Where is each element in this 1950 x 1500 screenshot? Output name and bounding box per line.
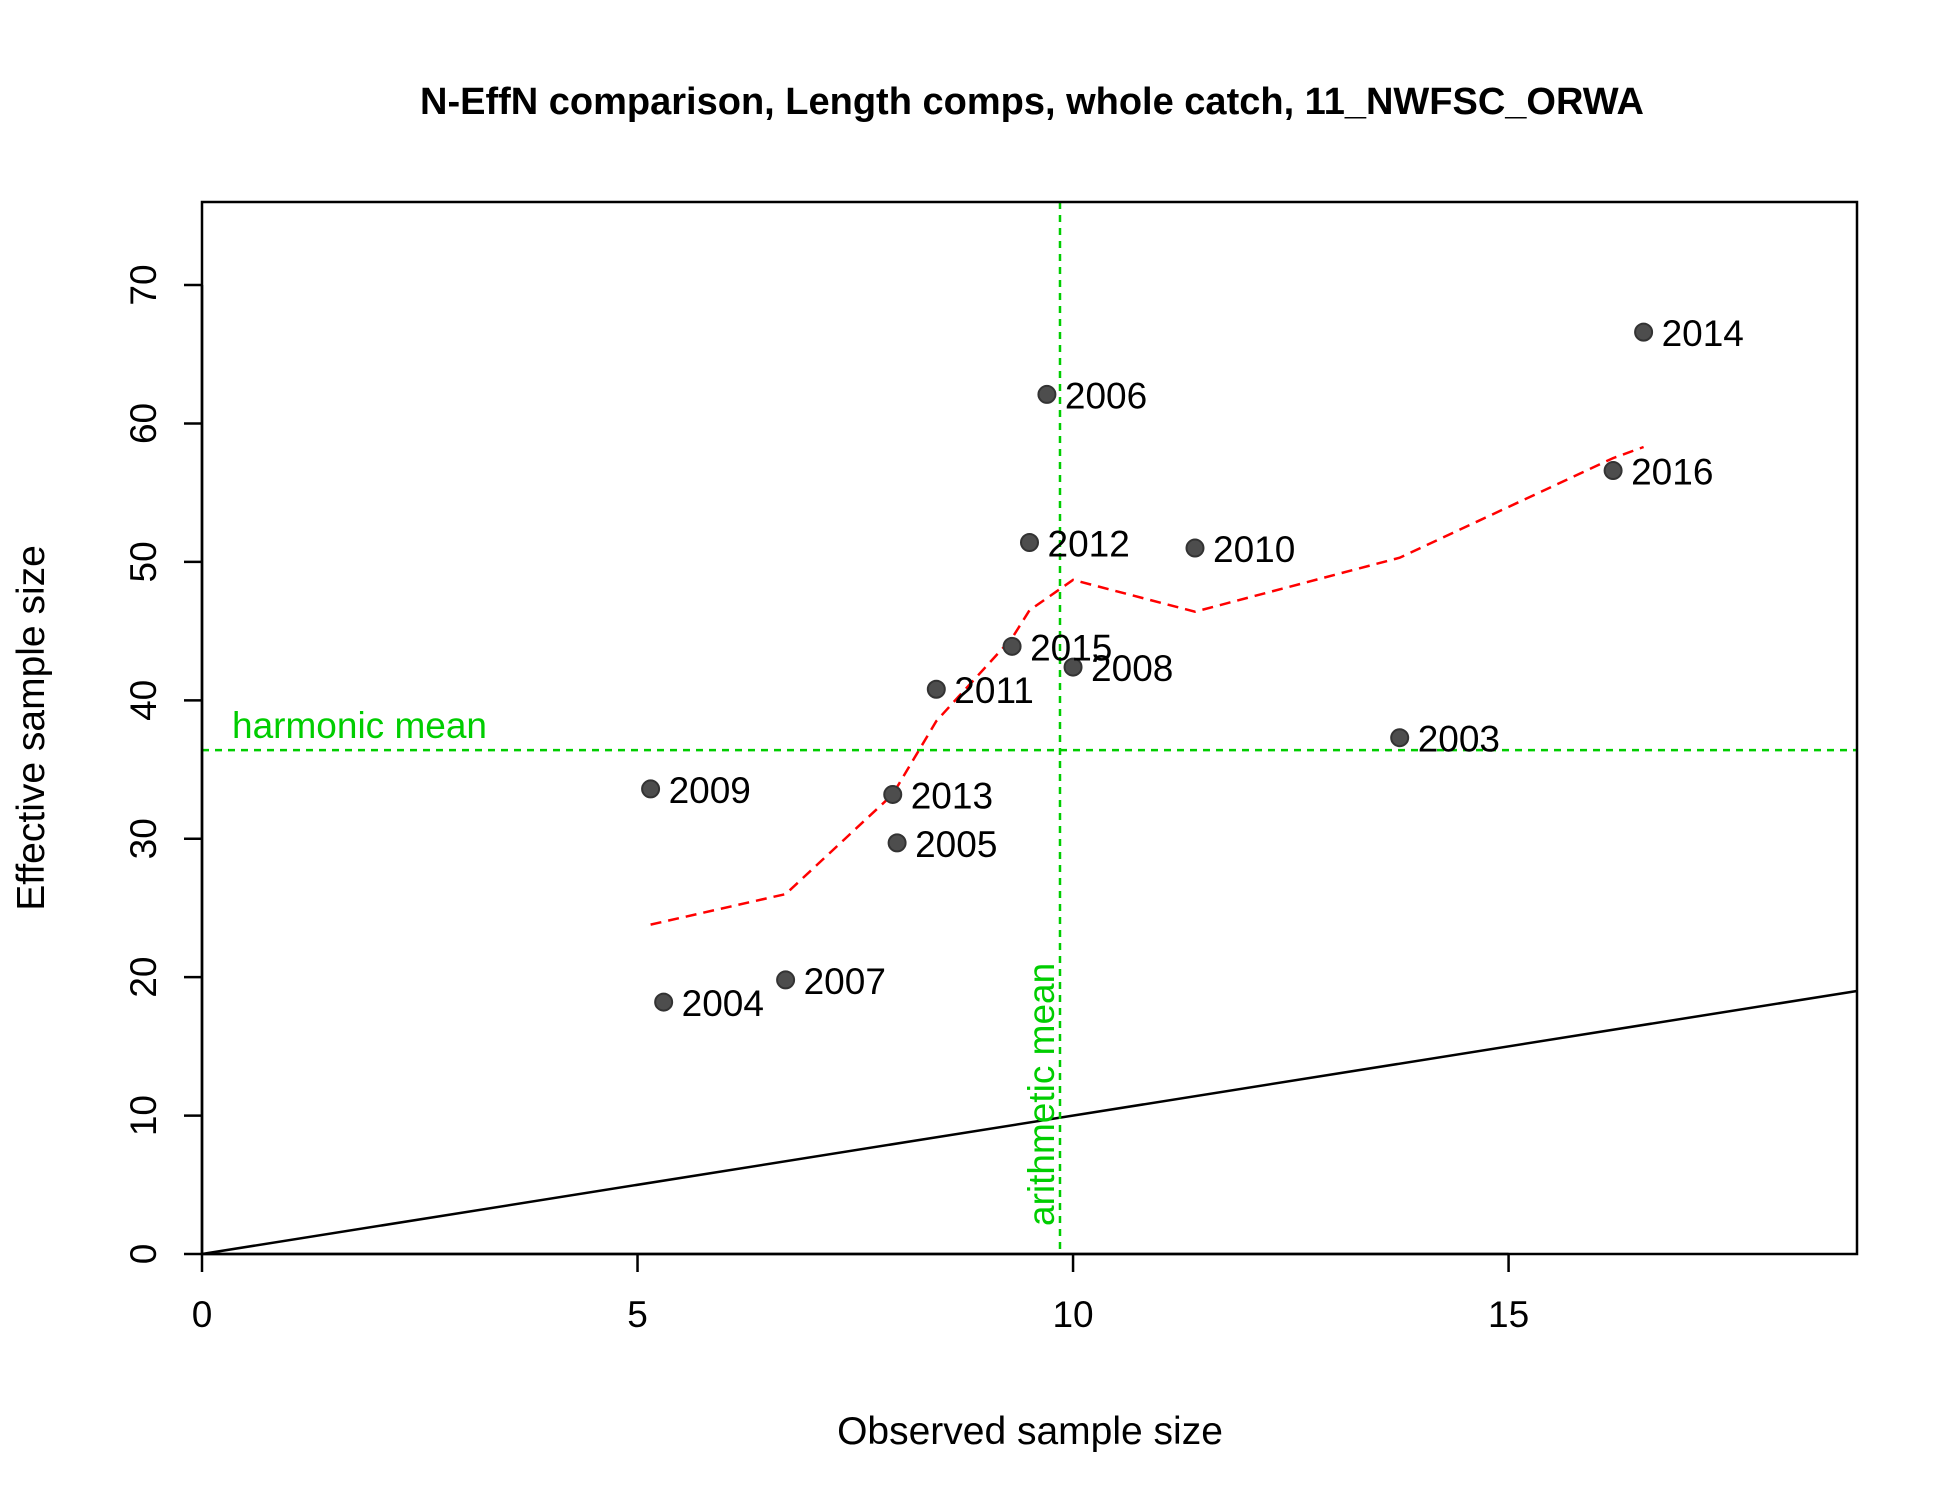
x-axis: 0 5 10 15: [192, 1252, 1529, 1335]
y-axis-label: Effective sample size: [10, 545, 53, 911]
plot-area: 2003 2004 2005 2006 2007 2008 2009 2010 2011 2012…: [200, 200, 1859, 1256]
data-point: [1037, 384, 1057, 404]
y-tick-label: 40: [123, 680, 164, 721]
y-tick-label: 10: [123, 1095, 164, 1136]
point-label: 2003: [1418, 719, 1500, 760]
harmonic-mean-label: harmonic mean: [232, 705, 487, 746]
x-axis-label: Observed sample size: [837, 1410, 1223, 1453]
point-label: 2015: [1030, 627, 1112, 668]
data-point: [654, 992, 674, 1012]
point-label: 2012: [1048, 524, 1130, 565]
one-to-one-line: [201, 989, 1858, 1256]
data-point: [926, 679, 946, 699]
y-tick-label: 0: [123, 1244, 164, 1265]
point-label: 2006: [1065, 375, 1147, 416]
data-point: [883, 784, 903, 804]
point-labels-layer: 2003 2004 2005 2006 2007 2008 2009 2010 2011 2012…: [669, 313, 1744, 1024]
x-tick-label: 5: [627, 1294, 648, 1335]
point-label: 2009: [669, 770, 751, 811]
data-point: [1634, 322, 1654, 342]
y-tick-label: 50: [123, 541, 164, 582]
data-point: [887, 833, 907, 853]
point-label: 2011: [954, 670, 1034, 711]
data-point: [641, 779, 661, 799]
data-point: [1603, 461, 1623, 481]
data-point: [1185, 538, 1205, 558]
data-point: [1002, 636, 1022, 656]
y-tick-label: 60: [123, 403, 164, 444]
data-point: [776, 970, 796, 990]
point-label: 2013: [911, 775, 993, 816]
x-tick-label: 15: [1488, 1294, 1529, 1335]
point-label: 2007: [804, 961, 886, 1002]
point-label: 2004: [682, 983, 764, 1024]
points-layer: [641, 322, 1654, 1012]
data-point: [1390, 728, 1410, 748]
point-label: 2008: [1091, 648, 1173, 689]
data-point: [1020, 533, 1039, 553]
x-tick-label: 0: [192, 1294, 213, 1335]
point-label: 2014: [1662, 313, 1744, 354]
x-tick-label: 10: [1052, 1294, 1093, 1335]
point-label: 2005: [915, 824, 997, 865]
y-tick-label: 20: [123, 957, 164, 998]
data-point: [1063, 657, 1083, 677]
point-label: 2010: [1213, 529, 1295, 570]
y-tick-label: 30: [123, 818, 164, 859]
y-tick-label: 70: [123, 264, 164, 305]
point-label: 2016: [1631, 452, 1713, 493]
arithmetic-mean-label: arithmetic mean: [1021, 963, 1062, 1226]
smoother-line: [650, 445, 1645, 926]
y-axis: 0 10 20 30 40 50 60 70: [123, 264, 204, 1265]
chart-title: N-EffN comparison, Length comps, whole c…: [420, 81, 1644, 123]
